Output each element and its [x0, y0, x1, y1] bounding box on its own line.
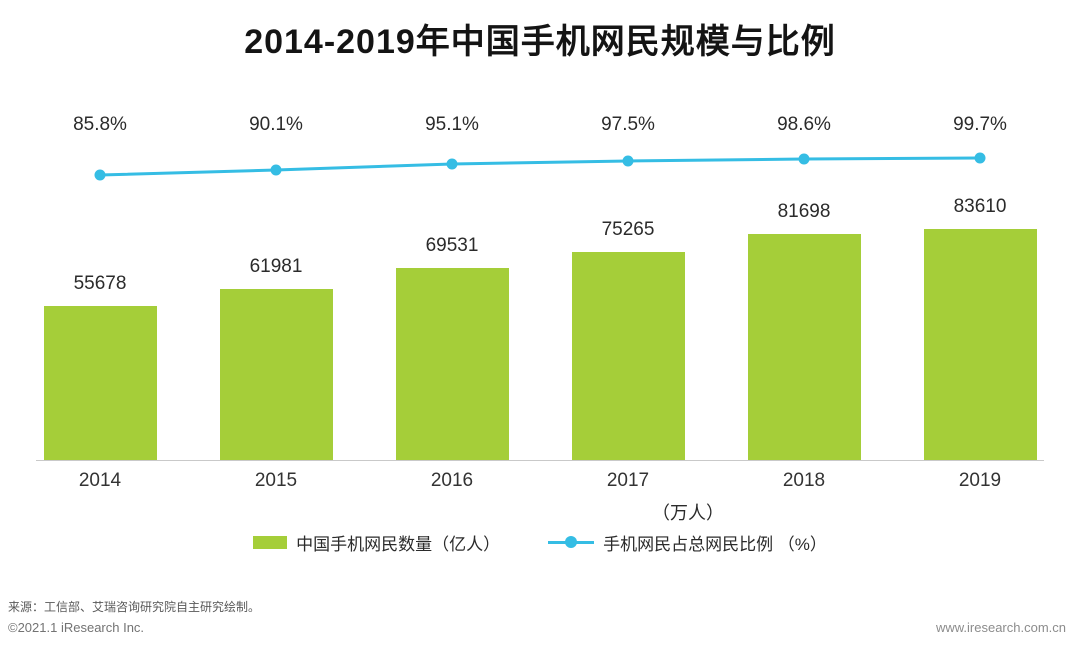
- bar-value-label: 61981: [249, 256, 303, 277]
- bar-value-label: 81698: [777, 201, 831, 222]
- x-axis-label-2016: 2016: [430, 470, 474, 491]
- bar-2014: [43, 306, 157, 460]
- x-axis-label-2019: 2019: [958, 470, 1002, 491]
- legend-label-bar: 中国手机网民数量（亿人）: [296, 535, 501, 554]
- x-axis-label-2018: 2018: [782, 470, 826, 491]
- bar-value-label: 55678: [73, 273, 127, 294]
- bar-value-label: 69531: [425, 235, 479, 256]
- unit-label: （万人）: [652, 503, 724, 523]
- bar-value-label: 83610: [953, 196, 1007, 217]
- website-link[interactable]: www.iresearch.com.cn: [935, 620, 1066, 635]
- line-swatch-icon: [548, 536, 595, 549]
- legend-label-line: 手机网民占总网民比例 （%）: [603, 535, 827, 554]
- line-value-label: 97.5%: [601, 114, 655, 135]
- line-value-label: 95.1%: [425, 114, 479, 135]
- source-note: 来源：工信部、艾瑞咨询研究院自主研究绘制。: [8, 600, 261, 614]
- x-axis-label-2014: 2014: [78, 470, 122, 491]
- legend-item-bar: 中国手机网民数量（亿人）: [253, 530, 500, 555]
- bar-2015: [219, 289, 333, 460]
- bar-swatch-icon: [253, 536, 288, 549]
- line-value-label: 98.6%: [777, 114, 831, 135]
- bar-2018: [747, 234, 861, 460]
- line-value-label: 99.7%: [953, 114, 1007, 135]
- bar-2016: [395, 268, 509, 460]
- bar-2017: [571, 252, 685, 460]
- x-axis-label-2017: 2017: [606, 470, 650, 491]
- bar-value-label: 75265: [601, 219, 655, 240]
- x-axis-line: [36, 460, 1044, 461]
- line-value-label: 85.8%: [73, 114, 127, 135]
- line-value-label: 90.1%: [249, 114, 303, 135]
- chart-title: 2014-2019年中国手机网民规模与比例: [244, 23, 836, 61]
- bar-2019: [923, 229, 1037, 460]
- x-axis-label-2015: 2015: [254, 470, 298, 491]
- legend: 中国手机网民数量（亿人） 手机网民占总网民比例 （%）: [0, 530, 1080, 555]
- copyright-note: ©2021.1 iResearch Inc.: [8, 620, 145, 635]
- legend-item-line: 手机网民占总网民比例 （%）: [548, 530, 827, 555]
